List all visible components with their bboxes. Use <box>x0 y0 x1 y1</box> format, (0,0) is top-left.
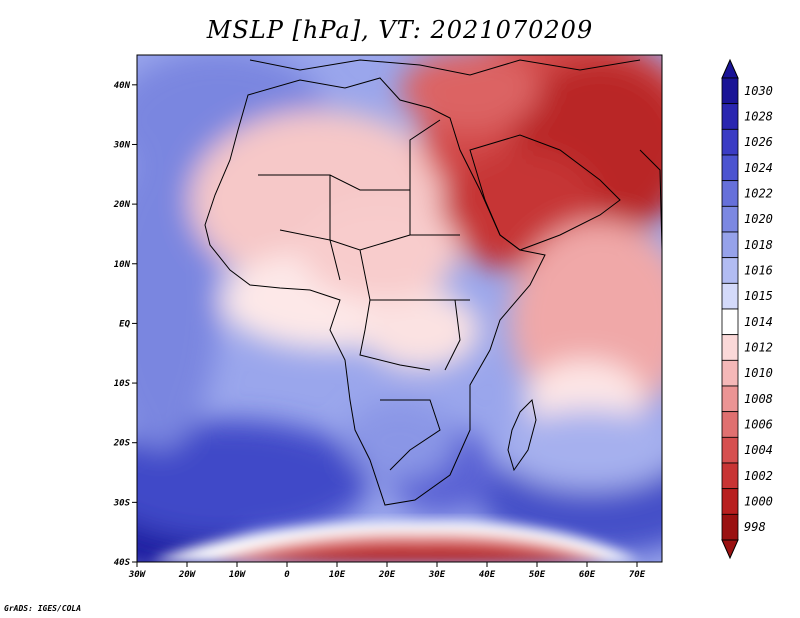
lon-tick-label: 20W <box>178 570 197 580</box>
lon-tick-label: 30E <box>428 570 446 580</box>
colorbar-swatch <box>721 513 739 541</box>
colorbar-label: 1014 <box>744 315 773 329</box>
colorbar-label: 998 <box>744 520 766 534</box>
lat-tick-label: 20S <box>113 439 131 449</box>
lat-tick-label: 30N <box>113 140 131 150</box>
colorbar-swatch <box>721 180 739 207</box>
colorbar-swatch <box>721 488 739 515</box>
colorbar-swatch <box>721 385 739 413</box>
credit-text: GrADS: IGES/COLA <box>4 604 82 613</box>
colorbar-swatch <box>721 436 739 464</box>
colorbar: 1030 1028 1026 1024 1022 1020 1018 1016 1015 1014… <box>721 58 773 560</box>
colorbar-swatch <box>721 154 739 182</box>
lon-tick-label: 40E <box>479 570 496 580</box>
lon-tick-label: 0 <box>284 570 290 580</box>
lon-tick-label: 70E <box>629 570 646 580</box>
colorbar-label: 1024 <box>744 161 773 175</box>
colorbar-label: 1000 <box>744 495 773 509</box>
colorbar-label: 1006 <box>744 418 773 432</box>
lon-tick-label: 10E <box>329 570 346 580</box>
colorbar-label: 1028 <box>744 110 773 124</box>
colorbar-swatch <box>721 308 739 336</box>
latitude-axis: 40N 30N 20N 10N EQ 10S 20S 30S 40S <box>113 81 137 568</box>
lat-tick-label: 20N <box>113 200 131 210</box>
colorbar-label: 1004 <box>744 443 773 457</box>
colorbar-swatch <box>721 231 739 259</box>
colorbar-swatch <box>721 282 739 310</box>
colorbar-swatch <box>721 128 739 156</box>
pressure-field <box>137 55 662 562</box>
longitude-axis: 30W 20W 10W 0 10E 20E 30E 40E 50E 60E 70E <box>128 562 646 580</box>
colorbar-swatch <box>721 257 739 284</box>
colorbar-label: 1015 <box>744 289 773 303</box>
colorbar-swatch <box>721 77 739 105</box>
chart-title: MSLP [hPa], VT: 2021070209 <box>206 16 594 44</box>
lat-tick-label: 10S <box>114 379 131 389</box>
lon-tick-label: 10W <box>229 570 247 580</box>
colorbar-swatch <box>721 411 739 438</box>
colorbar-label: 1022 <box>744 187 773 201</box>
colorbar-swatch <box>721 359 739 387</box>
lat-tick-label: 30S <box>113 498 131 508</box>
colorbar-label: 1012 <box>744 341 773 355</box>
colorbar-swatch <box>721 205 739 233</box>
colorbar-label: 1002 <box>744 469 773 483</box>
colorbar-label: 1016 <box>744 264 773 278</box>
colorbar-bottom-arrow <box>721 539 739 560</box>
lat-tick-label: 40S <box>114 558 131 568</box>
colorbar-label: 1010 <box>744 366 773 380</box>
lat-tick-label: 10N <box>114 260 131 270</box>
colorbar-top-arrow <box>721 58 739 79</box>
lon-tick-label: 50E <box>529 570 546 580</box>
map-frame <box>136 54 663 563</box>
colorbar-label: 1020 <box>744 212 773 226</box>
lon-tick-label: 20E <box>378 570 396 580</box>
coastlines <box>204 59 662 506</box>
colorbar-label: 1018 <box>744 238 773 252</box>
lat-tick-label: EQ <box>119 319 130 329</box>
colorbar-label: 1008 <box>744 392 773 406</box>
colorbar-label: 1026 <box>744 135 773 149</box>
colorbar-label: 1030 <box>744 84 773 98</box>
lon-tick-label: 30W <box>128 570 147 580</box>
colorbar-swatch <box>721 334 739 361</box>
lat-tick-label: 40N <box>114 81 131 91</box>
lon-tick-label: 60E <box>579 570 596 580</box>
colorbar-swatch <box>721 103 739 130</box>
colorbar-swatch <box>721 462 739 490</box>
